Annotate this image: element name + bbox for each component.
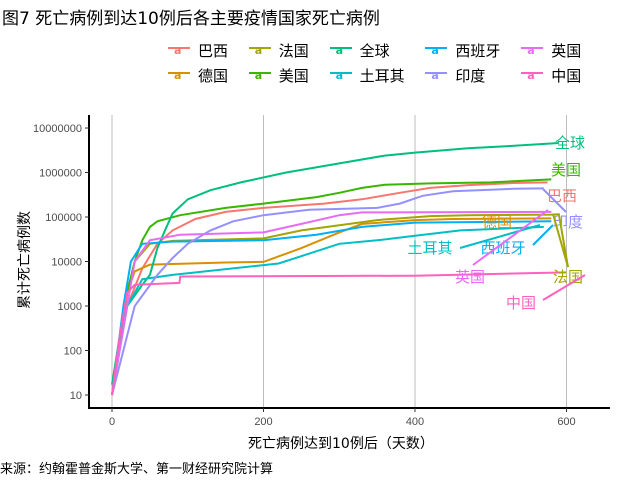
legend-key-icon: a	[521, 42, 544, 60]
series-label: 西班牙	[480, 239, 525, 257]
series-label: 法国	[553, 268, 583, 286]
series-line-中国	[111, 271, 567, 396]
legend-item: a 英国	[521, 40, 588, 61]
y-tick-label: 100000	[45, 212, 82, 224]
legend-label: 中国	[551, 67, 582, 85]
series-line-印度	[111, 187, 544, 396]
label-leader-line	[472, 209, 549, 266]
label-leader-line	[542, 274, 586, 301]
legend-key-icon: a	[168, 42, 190, 60]
chart-title: 图7 死亡病例到达10例后各主要疫情国家死亡病例	[2, 9, 380, 29]
x-tick-label: 600	[557, 416, 575, 428]
legend-label: 印度	[455, 67, 486, 85]
x-tick-label: 400	[406, 416, 424, 428]
y-axis-label: 累计死亡病例数	[17, 211, 33, 309]
series-label: 德国	[482, 213, 512, 231]
label-leader-line	[459, 224, 541, 249]
series-label: 全球	[555, 134, 585, 152]
source-note: 来源：约翰霍普金斯大学、第一财经研究院计算	[0, 462, 274, 477]
legend-item: a 美国	[248, 65, 316, 86]
label-leader-line	[552, 213, 569, 268]
series-label: 巴西	[547, 187, 577, 205]
legend-label: 巴西	[198, 42, 229, 60]
legend-key-icon: a	[521, 67, 544, 85]
series-line-土耳其	[111, 225, 544, 396]
series-line-英国	[111, 210, 552, 396]
x-tick-label: 200	[254, 416, 272, 428]
series-label: 土耳其	[407, 239, 452, 257]
y-tick-label: 10	[70, 390, 82, 402]
legend-item: a 土耳其	[329, 65, 412, 86]
legend-key-icon: a	[248, 42, 271, 60]
x-axis-label: 死亡病例达到10例后（天数）	[248, 436, 434, 452]
y-tick-label: 100	[64, 346, 82, 358]
legend-item: a 法国	[248, 40, 316, 61]
y-tick-label: 10000	[51, 257, 82, 269]
series-line-全球	[111, 142, 559, 385]
series-line-巴西	[111, 181, 548, 396]
series-label: 英国	[455, 268, 485, 286]
label-leader-line	[532, 224, 554, 246]
legend-key-icon: a	[425, 42, 448, 60]
legend-key-icon: a	[329, 67, 352, 85]
x-tick-label: 0	[109, 416, 115, 428]
legend-item: a 印度	[425, 65, 507, 86]
legend: a 巴西 a 法国 a 全球 a 西班牙 a 英国 a 德国 a 美国 a 土耳其 a 印度 a 中国	[168, 40, 588, 86]
y-tick-label: 10000000	[33, 123, 82, 135]
legend-item: a 中国	[521, 65, 588, 86]
series-label: 中国	[506, 294, 536, 312]
legend-key-icon: a	[425, 67, 448, 85]
y-tick-label: 1000	[58, 301, 82, 313]
legend-label: 英国	[551, 42, 582, 60]
legend-item: a 德国	[168, 65, 235, 86]
legend-label: 法国	[278, 42, 309, 60]
legend-label: 全球	[359, 42, 390, 60]
legend-label: 土耳其	[359, 67, 405, 85]
legend-label: 美国	[278, 67, 309, 85]
legend-item: a 全球	[329, 40, 412, 61]
series-label: 美国	[551, 161, 581, 179]
legend-item: a 巴西	[168, 40, 235, 61]
label-leader-line	[542, 188, 567, 213]
legend-key-icon: a	[248, 67, 271, 85]
series-line-西班牙	[111, 220, 552, 396]
legend-item: a 西班牙	[425, 40, 507, 61]
y-tick-label: 1000000	[39, 168, 82, 180]
legend-key-icon: a	[168, 67, 190, 85]
legend-key-icon: a	[329, 42, 352, 60]
series-label: 印度	[553, 213, 583, 231]
legend-label: 西班牙	[455, 42, 501, 60]
legend-label: 德国	[198, 67, 229, 85]
